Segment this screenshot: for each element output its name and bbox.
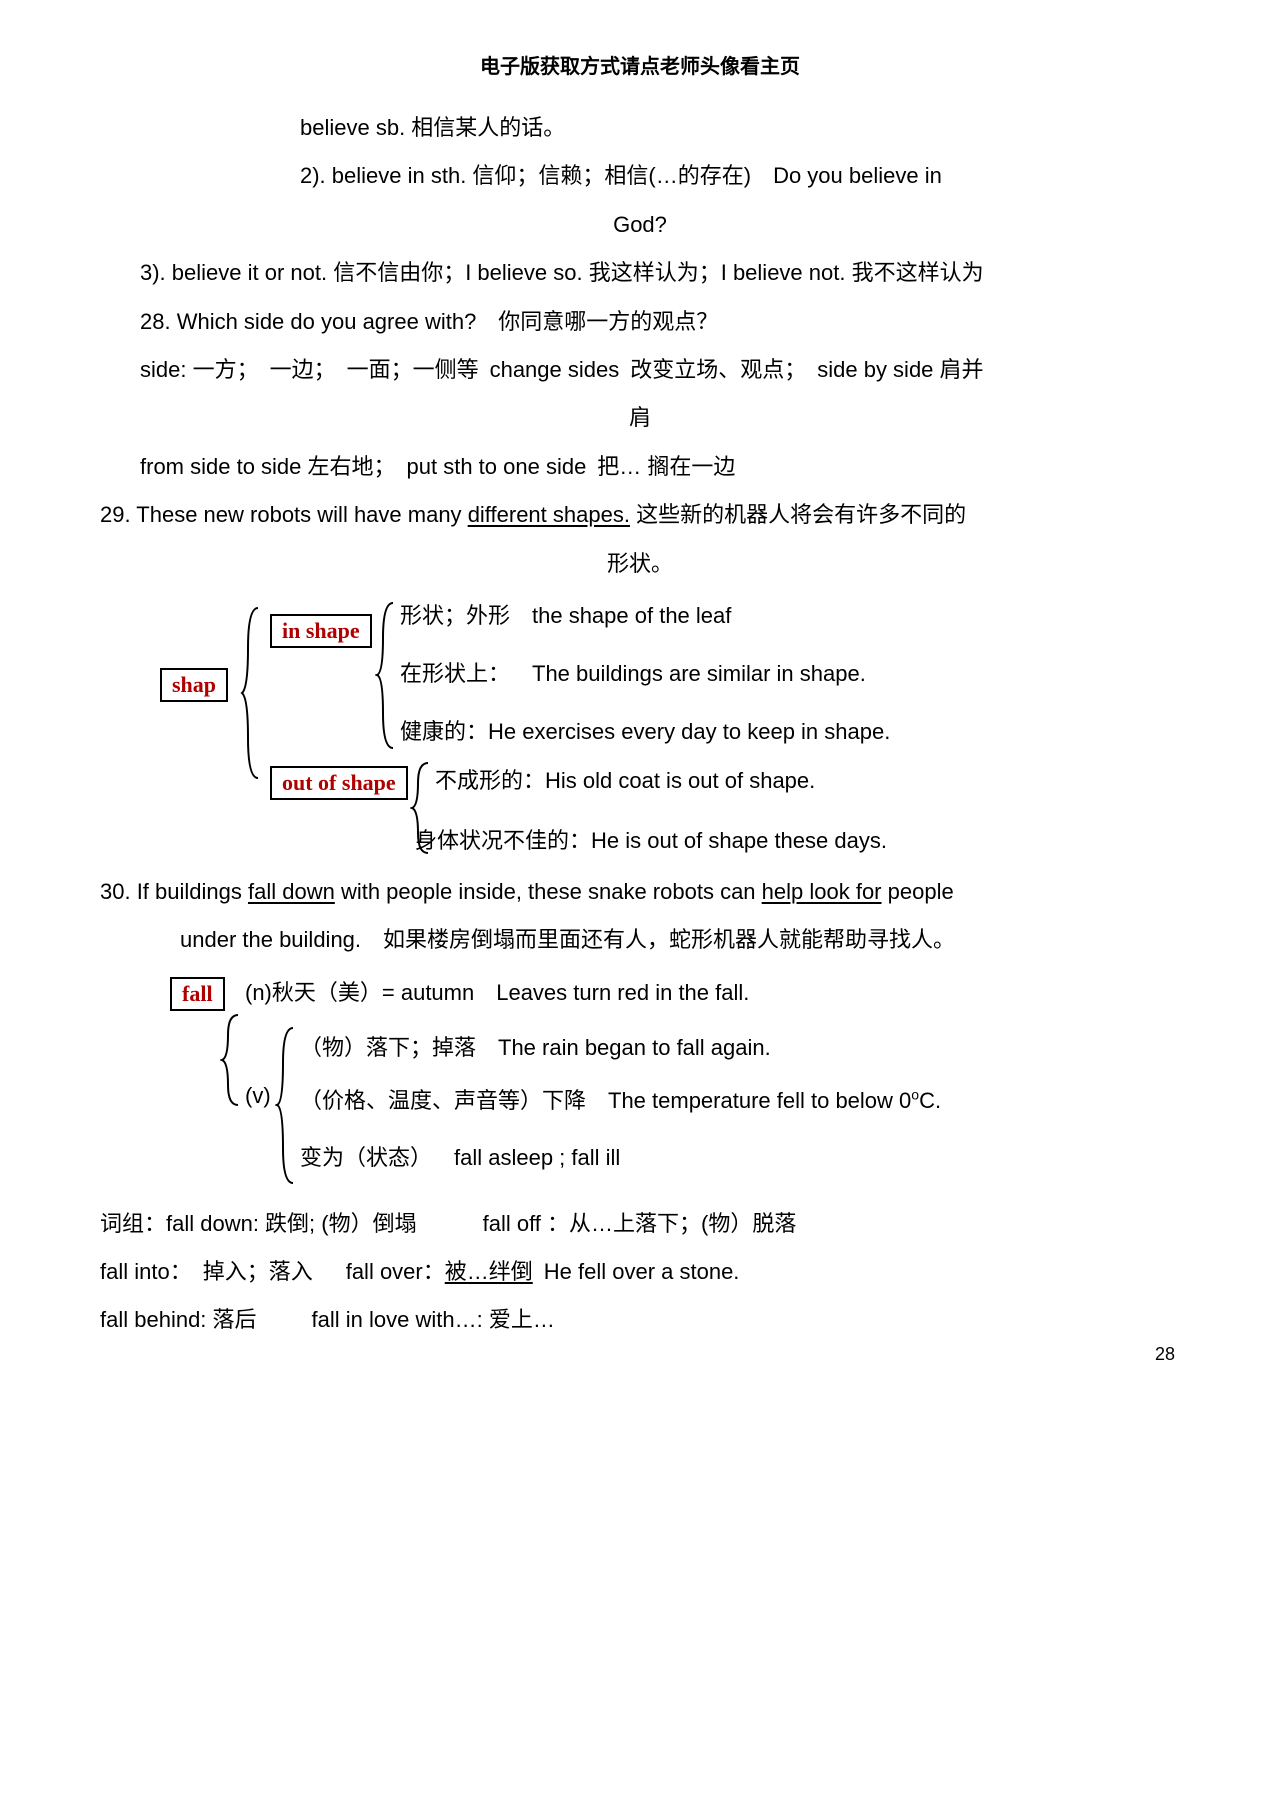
brace-fall xyxy=(220,1010,240,1110)
line-29-a: 29. These new robots will have many xyxy=(100,502,468,527)
fall-v-2sup: o xyxy=(911,1086,919,1102)
shape-diagram: shap in shape 形状；外形 the shape of the lea… xyxy=(100,598,1180,858)
fall-v-1: （物）落下；掉落 The rain began to fall again. xyxy=(300,1030,771,1062)
in-shape-box: in shape xyxy=(270,614,372,648)
shap-box-wrap: shap xyxy=(160,668,228,702)
line-side-cont: 肩 xyxy=(100,394,1180,442)
line-phrases-1: 词组：fall down: 跌倒; (物）倒塌 fall off ：从…上落下；… xyxy=(100,1200,1180,1248)
line-29-b: 这些新的机器人将会有许多不同的 xyxy=(630,502,966,527)
page: 电子版获取方式请点老师头像看主页 believe sb. 相信某人的话。 2).… xyxy=(0,0,1280,1395)
line-believe-in: 2). believe in sth. 信仰；信赖；相信(…的存在) Do yo… xyxy=(300,152,1180,200)
shape-def-2: 在形状上： The buildings are similar in shape… xyxy=(400,656,866,688)
shape-def-4: 不成形的：His old coat is out of shape. xyxy=(435,763,815,795)
brace-fall-v xyxy=(275,1023,295,1188)
line-phrases-3: fall behind: 落后 fall in love with…: 爱上… xyxy=(100,1296,1180,1344)
in-shape-box-wrap: in shape xyxy=(270,614,372,648)
line-p2-u: 被…绊倒 xyxy=(445,1259,533,1284)
shap-box: shap xyxy=(160,668,228,702)
page-number: 28 xyxy=(1155,1344,1175,1365)
line-p2-a: fall into： 掉入；落入 fall over： xyxy=(100,1259,445,1284)
fall-v-2c: C. xyxy=(919,1088,941,1113)
fall-n: (n)秋天（美）= autumn Leaves turn red in the … xyxy=(245,975,749,1007)
line-p2-b: He fell over a stone. xyxy=(533,1259,740,1284)
line-believe-it-or-not: 3). believe it or not. 信不信由你；I believe s… xyxy=(140,249,1180,297)
brace-shap xyxy=(240,603,260,783)
line-phrases-2: fall into： 掉入；落入 fall over：被…绊倒 He fell … xyxy=(100,1248,1180,1296)
fall-v-3: 变为（状态） fall asleep ; fall ill xyxy=(300,1140,620,1172)
line-30: 30. If buildings fall down with people i… xyxy=(100,868,1180,916)
fall-v-2: （价格、温度、声音等）下降 The temperature fell to be… xyxy=(300,1083,941,1115)
line-30-cont: under the building. 如果楼房倒塌而里面还有人，蛇形机器人就能… xyxy=(180,916,1180,964)
shape-def-3: 健康的：He exercises every day to keep in sh… xyxy=(400,714,890,746)
line-28: 28. Which side do you agree with? 你同意哪一方… xyxy=(140,298,1180,346)
line-30-u2: help look for xyxy=(762,879,882,904)
brace-in-shape xyxy=(375,598,395,753)
fall-v-2a: （价格、温度、声音等）下降 The temperature fell to be… xyxy=(300,1088,911,1113)
line-side-phrases: from side to side 左右地； put sth to one si… xyxy=(140,443,1180,491)
fall-box: fall xyxy=(170,977,225,1011)
shape-def-1: 形状；外形 the shape of the leaf xyxy=(400,598,731,630)
line-29: 29. These new robots will have many diff… xyxy=(100,491,1180,539)
out-of-shape-box: out of shape xyxy=(270,766,408,800)
line-29-u: different shapes. xyxy=(468,502,630,527)
fall-v-label: (v) xyxy=(245,1083,271,1109)
line-30-a: 30. If buildings xyxy=(100,879,248,904)
fall-diagram: fall (n)秋天（美）= autumn Leaves turn red in… xyxy=(100,975,1180,1190)
line-29-cont: 形状。 xyxy=(100,540,1180,588)
shape-def-5: 身体状况不佳的：He is out of shape these days. xyxy=(415,823,887,855)
line-30-b: with people inside, these snake robots c… xyxy=(335,879,762,904)
line-30-u1: fall down xyxy=(248,879,335,904)
header-note: 电子版获取方式请点老师头像看主页 xyxy=(100,50,1180,79)
out-shape-box-wrap: out of shape xyxy=(270,766,408,800)
line-side-def: side: 一方； 一边； 一面；一侧等 change sides 改变立场、观… xyxy=(140,346,1180,394)
line-30-c: people xyxy=(882,879,954,904)
fall-box-wrap: fall xyxy=(170,977,225,1011)
line-god: God? xyxy=(100,201,1180,249)
line-believe-sb: believe sb. 相信某人的话。 xyxy=(300,104,1180,152)
